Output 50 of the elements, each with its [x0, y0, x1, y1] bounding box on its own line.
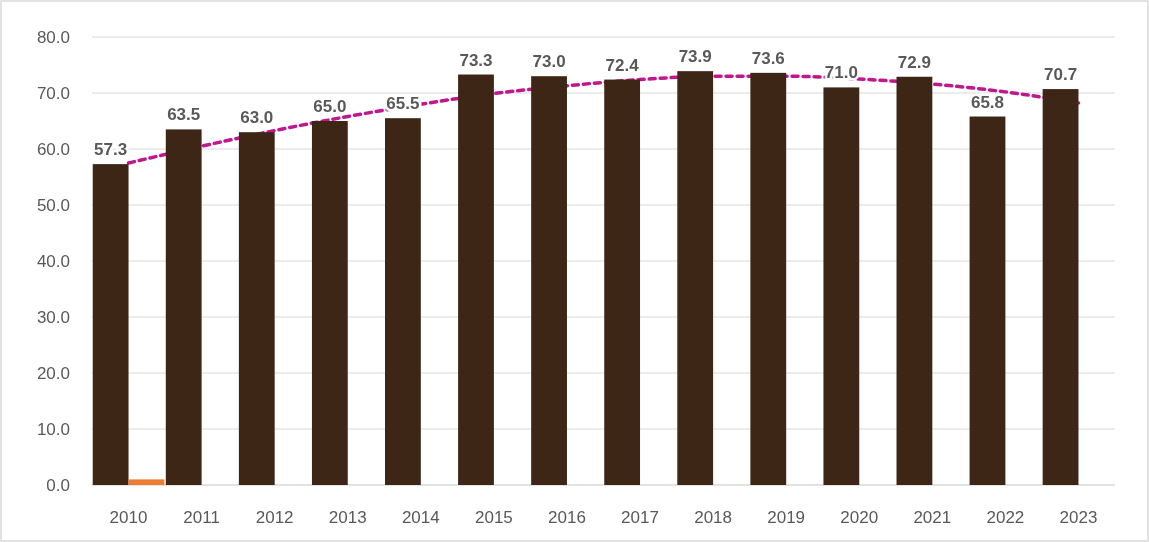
x-tick-label: 2013 [328, 508, 367, 527]
bar [1042, 89, 1079, 485]
y-tick-label: 70.0 [36, 83, 70, 103]
x-tick-label: 2019 [767, 508, 806, 527]
y-tick-label: 10.0 [36, 419, 70, 439]
bar [677, 71, 714, 485]
y-tick-label: 20.0 [36, 363, 70, 383]
x-tick-label: 2022 [986, 508, 1025, 527]
bar [165, 129, 202, 485]
y-tick-label: 80.0 [36, 27, 70, 47]
data-label: 65.0 [313, 97, 347, 116]
y-tick-label: 30.0 [36, 307, 70, 327]
bar [604, 79, 641, 485]
bar [238, 132, 275, 485]
bar [531, 76, 567, 485]
data-label: 73.6 [751, 48, 785, 68]
x-tick-label: 2011 [183, 508, 220, 527]
bar [823, 87, 860, 485]
y-tick-label: 40.0 [36, 251, 70, 271]
bar [750, 72, 787, 485]
x-tick-label: 2016 [548, 508, 586, 527]
x-tick-label: 2018 [694, 508, 733, 527]
bar [458, 74, 494, 485]
data-label: 73.9 [678, 47, 712, 67]
data-label: 72.9 [897, 52, 931, 72]
data-label: 72.4 [605, 55, 640, 75]
y-tick-label: 0.0 [46, 475, 70, 495]
y-tick-label: 50.0 [36, 195, 70, 215]
x-tick-label: 2017 [621, 508, 659, 527]
data-label: 57.3 [94, 140, 128, 160]
y-tick-label: 60.0 [36, 139, 70, 159]
x-tick-label: 2021 [913, 508, 952, 527]
data-label: 63.0 [240, 108, 274, 128]
x-tick-label: 2014 [401, 508, 440, 527]
bar [896, 76, 933, 485]
x-tick-label: 2012 [255, 508, 294, 527]
x-tick-label: 2023 [1059, 508, 1098, 527]
x-tick-label: 2015 [474, 508, 513, 527]
bar [128, 479, 165, 485]
data-label: 73.0 [532, 52, 566, 72]
bar [385, 118, 421, 485]
x-tick-label: 2010 [109, 508, 148, 527]
data-label: 73.3 [459, 50, 493, 70]
data-label: 63.5 [167, 105, 201, 125]
bar [969, 116, 1006, 485]
bar [311, 121, 348, 485]
x-tick-label: 2020 [840, 508, 879, 527]
bar [92, 164, 129, 485]
data-label: 70.7 [1044, 65, 1078, 85]
data-label: 65.8 [970, 92, 1005, 112]
